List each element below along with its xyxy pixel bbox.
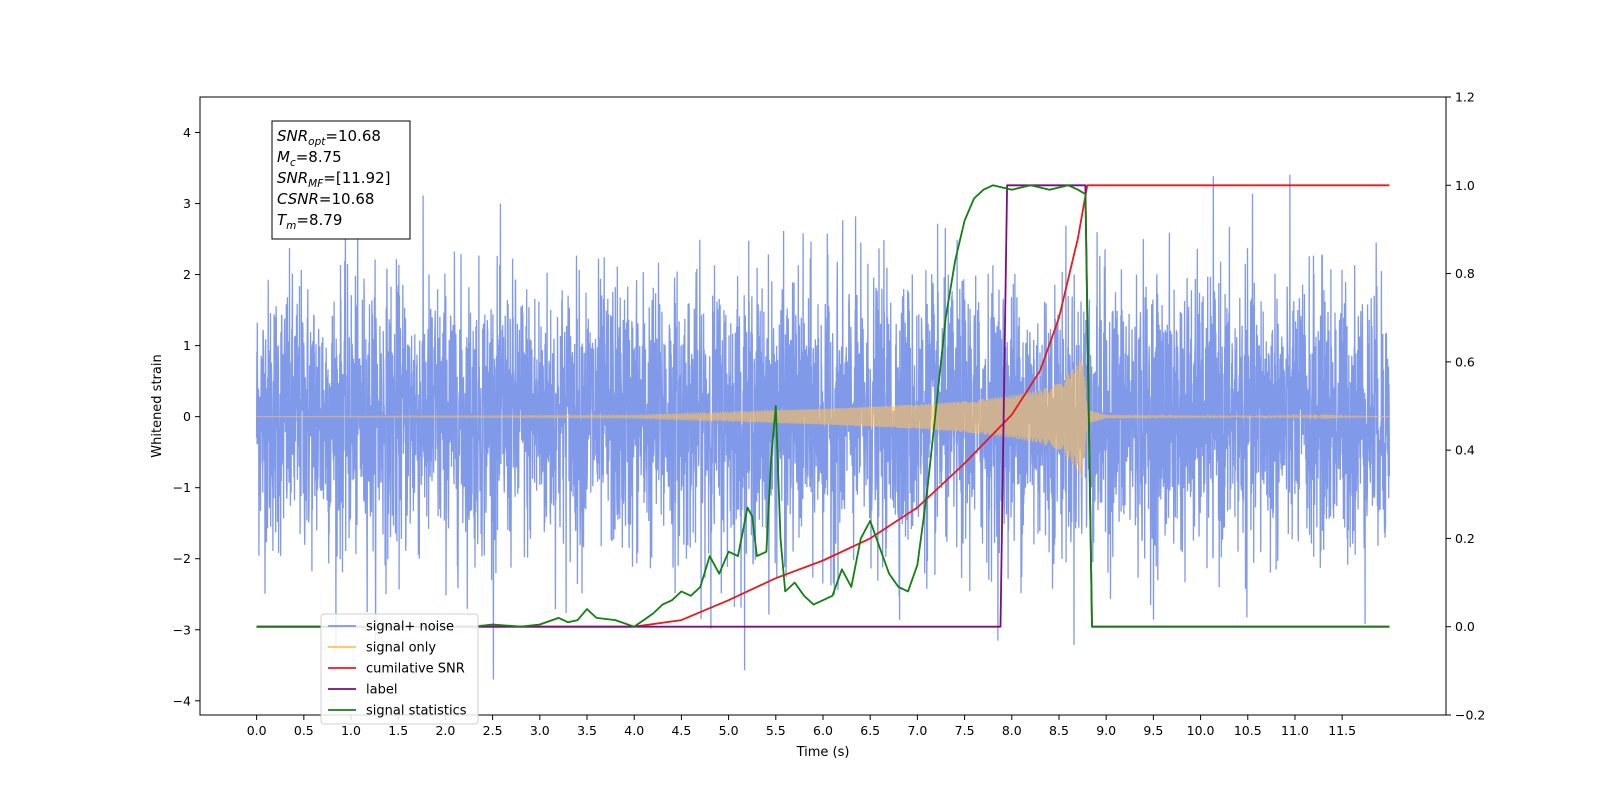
x-tick-label: 9.5 xyxy=(1143,723,1163,738)
y-tick-label: −1 xyxy=(173,480,191,495)
x-tick-label: 8.5 xyxy=(1049,723,1069,738)
y2-tick-label: 0.2 xyxy=(1455,531,1475,546)
x-tick-label: 4.0 xyxy=(624,723,644,738)
legend: signal+ noise signal only cumilative SNR la… xyxy=(320,613,479,725)
y2-tick-label: 1.2 xyxy=(1455,90,1475,105)
series-signal-statistics-line xyxy=(256,184,1390,628)
x-tick-label: 5.0 xyxy=(719,723,739,738)
y-tick-label: 3 xyxy=(183,196,191,211)
y2-tick-label: 0.6 xyxy=(1455,354,1475,369)
y-tick-label: 0 xyxy=(183,409,191,424)
info-line: SNRopt=10.68 xyxy=(277,127,381,148)
y-tick-label: 1 xyxy=(183,338,191,353)
x-tick-label: 11.5 xyxy=(1328,723,1356,738)
series-signal-noise-line xyxy=(255,174,1391,680)
info-line: Tm=8.79 xyxy=(277,211,342,232)
x-tick-label: 0.5 xyxy=(294,723,314,738)
y-tick-label: −3 xyxy=(173,622,191,637)
x-tick-label: 2.0 xyxy=(435,723,455,738)
x-tick-label: 1.5 xyxy=(388,723,408,738)
y-axis-label: Whitened strain xyxy=(150,354,165,457)
y2-tick-label: 0.8 xyxy=(1455,266,1475,281)
x-tick-label: 7.0 xyxy=(907,723,927,738)
info-line: SNRMF=[11.92] xyxy=(277,169,391,190)
y2-tick-label: −0.2 xyxy=(1455,708,1485,723)
x-tick-label: 7.5 xyxy=(955,723,975,738)
x-tick-label: 9.0 xyxy=(1096,723,1116,738)
y-axis-right: −0.2 0.0 0.2 0.4 0.6 0.8 1.0 1.2 xyxy=(1446,90,1485,723)
x-tick-label: 5.5 xyxy=(766,723,786,738)
x-tick-label: 6.0 xyxy=(813,723,833,738)
info-box-frame xyxy=(271,120,411,240)
x-tick-label: 11.0 xyxy=(1281,723,1309,738)
legend-label: cumilative SNR xyxy=(366,662,465,677)
x-tick-label: 8.0 xyxy=(1002,723,1022,738)
y-axis-left: −4 −3 −2 −1 0 1 2 3 4 xyxy=(173,125,200,708)
x-tick-label: 0.0 xyxy=(247,723,267,738)
legend-label: label xyxy=(366,683,397,698)
x-tick-label: 3.5 xyxy=(577,723,597,738)
series-cumulative-snr-line xyxy=(256,184,1390,628)
x-tick-label: 10.5 xyxy=(1234,723,1262,738)
info-box: SNRopt=10.68Mc=8.75SNRMF=[11.92]CSNR=10.… xyxy=(271,120,411,240)
y-tick-label: −2 xyxy=(173,551,191,566)
legend-label: signal only xyxy=(366,641,436,656)
y2-tick-label: 0.0 xyxy=(1455,619,1475,634)
legend-frame xyxy=(320,613,479,725)
x-tick-label: 6.5 xyxy=(860,723,880,738)
y-tick-label: 4 xyxy=(183,125,191,140)
x-tick-label: 2.5 xyxy=(483,723,503,738)
info-line: Mc=8.75 xyxy=(277,148,342,169)
y2-tick-label: 0.4 xyxy=(1455,443,1475,458)
info-line: CSNR=10.68 xyxy=(277,190,374,208)
y-tick-label: 2 xyxy=(183,267,191,282)
x-tick-label: 4.5 xyxy=(671,723,691,738)
x-tick-label: 10.0 xyxy=(1187,723,1215,738)
x-axis: 0.0 0.5 1.0 1.5 2.0 2.5 3.0 3.5 4.0 4.5 5.0 5.5 6.0 6… xyxy=(247,715,1356,738)
legend-label: signal+ noise xyxy=(366,620,454,635)
series-signal-only-line xyxy=(256,353,1390,478)
x-axis-label: Time (s) xyxy=(796,745,850,760)
y-tick-label: −4 xyxy=(173,693,191,708)
legend-label: signal statistics xyxy=(366,704,467,719)
x-tick-label: 3.0 xyxy=(530,723,550,738)
x-tick-label: 1.0 xyxy=(341,723,361,738)
plot-area xyxy=(255,174,1391,680)
y2-tick-label: 1.0 xyxy=(1455,178,1475,193)
